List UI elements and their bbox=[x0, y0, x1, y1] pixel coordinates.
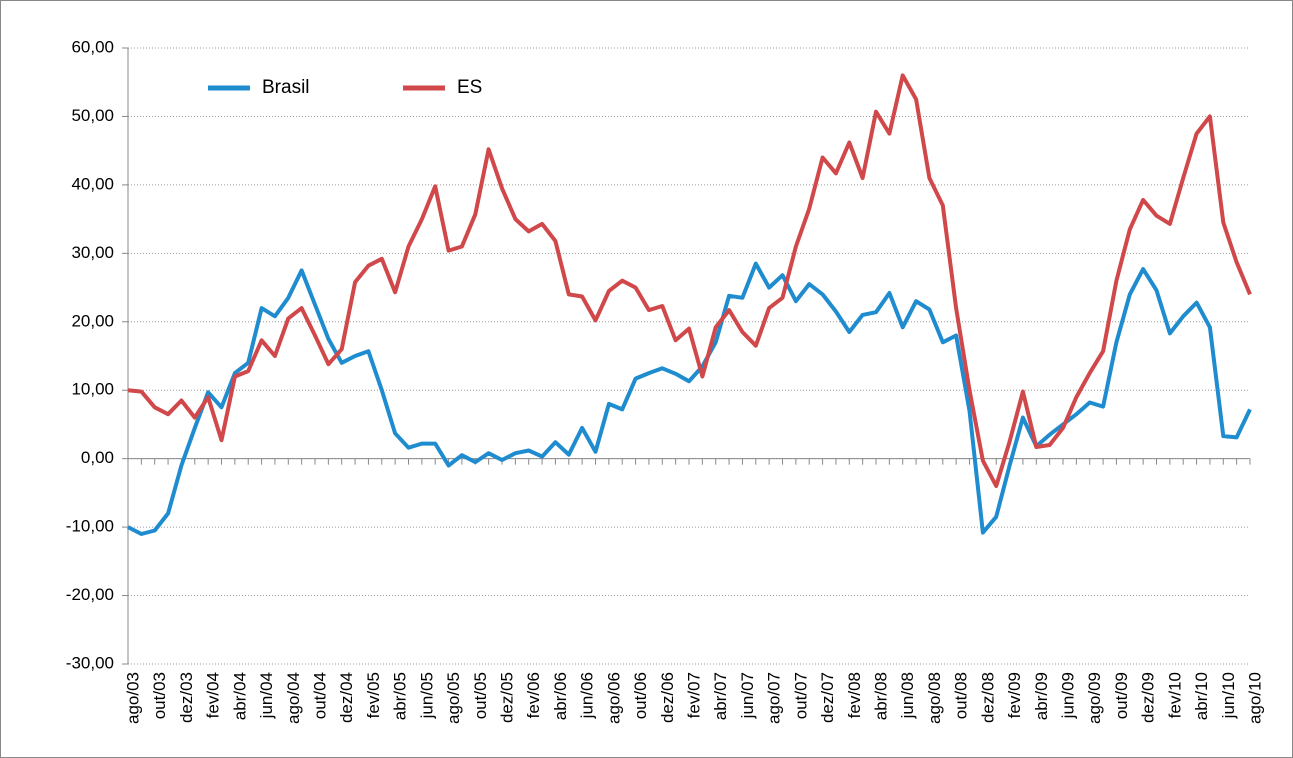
x-tick-label: dez/03 bbox=[177, 672, 196, 723]
x-tick-label: abr/10 bbox=[1192, 672, 1211, 720]
x-tick-label: ago/08 bbox=[925, 672, 944, 724]
x-tick-label: abr/09 bbox=[1032, 672, 1051, 720]
x-tick-label: ago/05 bbox=[444, 672, 463, 724]
x-tick-label: out/05 bbox=[471, 672, 490, 719]
y-tick-label: 10,00 bbox=[71, 380, 114, 399]
x-tick-label: fev/07 bbox=[684, 672, 703, 718]
x-tick-label: fev/05 bbox=[364, 672, 383, 718]
y-tick-label: 20,00 bbox=[71, 311, 114, 330]
x-tick-label: dez/05 bbox=[497, 672, 516, 723]
x-tick-label: fev/04 bbox=[204, 672, 223, 718]
x-tick-label: jun/04 bbox=[257, 672, 276, 719]
y-tick-label: 0,00 bbox=[81, 448, 114, 467]
y-tick-label: -30,00 bbox=[66, 653, 114, 672]
series-line bbox=[127, 73, 1252, 488]
x-tick-label: dez/06 bbox=[658, 672, 677, 723]
x-tick-label: ago/10 bbox=[1245, 672, 1264, 724]
x-tick-label: dez/08 bbox=[978, 672, 997, 723]
legend-label: Brasil bbox=[262, 77, 310, 98]
x-tick-label: fev/10 bbox=[1165, 672, 1184, 718]
x-tick-label: jun/10 bbox=[1219, 672, 1238, 719]
x-tick-label: ago/03 bbox=[123, 672, 142, 724]
x-tick-label: fev/06 bbox=[524, 672, 543, 718]
x-tick-label: jun/06 bbox=[578, 672, 597, 719]
x-tick-label: ago/09 bbox=[1085, 672, 1104, 724]
y-tick-label: 60,00 bbox=[71, 37, 114, 56]
x-tick-label: jun/05 bbox=[417, 672, 436, 719]
x-tick-label: dez/07 bbox=[818, 672, 837, 723]
x-tick-label: fev/09 bbox=[1005, 672, 1024, 718]
x-tick-label: dez/04 bbox=[337, 672, 356, 723]
x-tick-label: dez/09 bbox=[1139, 672, 1158, 723]
x-tick-label: ago/06 bbox=[604, 672, 623, 724]
x-tick-label: jun/07 bbox=[738, 672, 757, 719]
x-tick-label: out/03 bbox=[150, 672, 169, 719]
x-tick-label: jun/09 bbox=[1058, 672, 1077, 719]
x-tick-label: out/04 bbox=[310, 672, 329, 719]
y-tick-label: 50,00 bbox=[71, 106, 114, 125]
x-tick-label: abr/08 bbox=[871, 672, 890, 720]
x-tick-label: abr/04 bbox=[230, 672, 249, 720]
x-tick-label: out/08 bbox=[952, 672, 971, 719]
x-tick-label: abr/05 bbox=[391, 672, 410, 720]
x-tick-label: ago/07 bbox=[765, 672, 784, 724]
y-tick-label: -20,00 bbox=[66, 585, 114, 604]
x-tick-label: abr/06 bbox=[551, 672, 570, 720]
x-tick-label: abr/07 bbox=[711, 672, 730, 720]
y-tick-label: -10,00 bbox=[66, 517, 114, 536]
x-tick-label: out/06 bbox=[631, 672, 650, 719]
x-tick-label: out/09 bbox=[1112, 672, 1131, 719]
legend-label: ES bbox=[457, 77, 482, 98]
x-tick-label: ago/04 bbox=[284, 672, 303, 724]
y-tick-label: 40,00 bbox=[71, 174, 114, 193]
x-tick-label: fev/08 bbox=[845, 672, 864, 718]
x-tick-label: out/07 bbox=[791, 672, 810, 719]
x-tick-label: jun/08 bbox=[898, 672, 917, 719]
y-tick-label: 30,00 bbox=[71, 243, 114, 262]
